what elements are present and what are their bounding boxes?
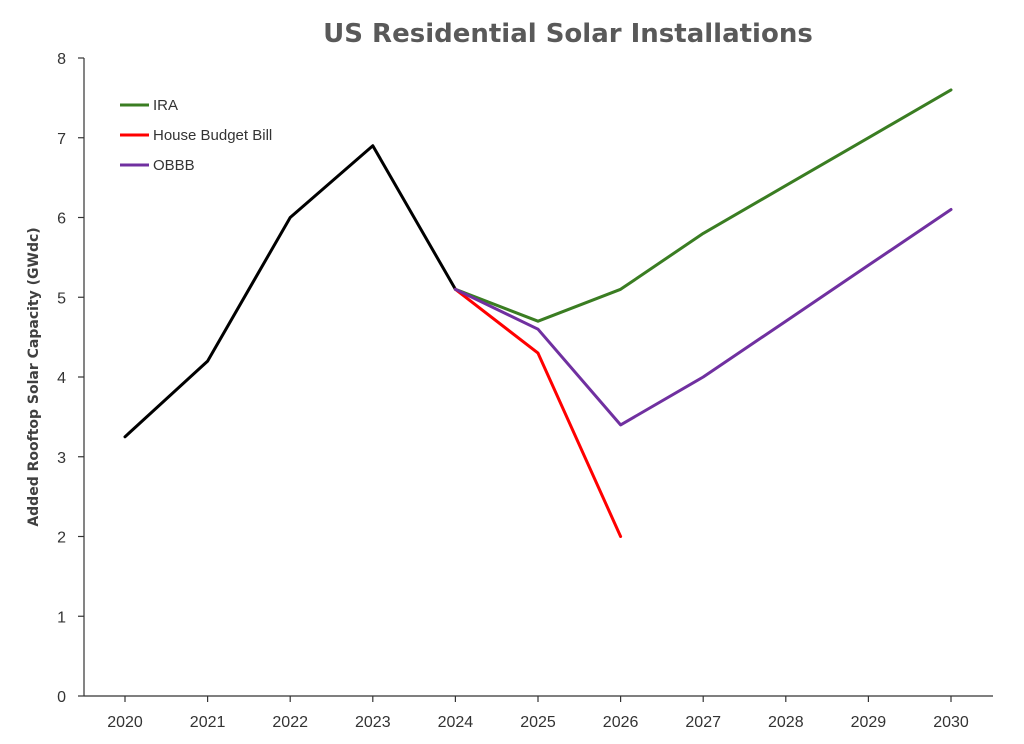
x-tick-label: 2029: [851, 714, 887, 731]
series-line-house-budget-bill: [453, 287, 623, 538]
y-tick-label: 2: [57, 530, 66, 547]
series-line-ira: [453, 88, 953, 323]
y-tick-label: 4: [57, 370, 66, 387]
x-tick-label: 2021: [190, 714, 226, 731]
x-tick-label: 2020: [107, 714, 143, 731]
y-tick-label: 1: [57, 609, 66, 626]
x-tick-label: 2028: [768, 714, 804, 731]
legend: IRA House Budget Bill OBBB: [120, 97, 272, 174]
y-tick-label: 7: [57, 131, 66, 148]
y-tick-label: 8: [57, 51, 66, 68]
chart-title: US Residential Solar Installations: [323, 19, 813, 49]
x-tick-label: 2022: [272, 714, 308, 731]
series-layer: [123, 88, 953, 538]
x-tick-label: 2027: [685, 714, 721, 731]
legend-label-ira: IRA: [153, 97, 178, 114]
series-line-obbb: [453, 208, 953, 427]
series-line-historical: [123, 144, 457, 439]
x-tick-label: 2023: [355, 714, 391, 731]
x-tick-label: 2030: [933, 714, 969, 731]
legend-label-house-budget-bill: House Budget Bill: [153, 127, 272, 144]
y-tick-label: 0: [57, 689, 66, 706]
y-tick-label: 3: [57, 450, 66, 467]
x-tick-label: 2025: [520, 714, 556, 731]
y-axis-label: Added Rooftop Solar Capacity (GWdc): [26, 227, 42, 526]
y-tick-label: 6: [57, 211, 66, 228]
y-ticks: 0 1 2 3 4 5 6 7 8: [57, 51, 84, 706]
x-tick-label: 2026: [603, 714, 639, 731]
x-tick-label: 2024: [438, 714, 474, 731]
legend-label-obbb: OBBB: [153, 157, 195, 174]
y-tick-label: 5: [57, 290, 66, 307]
x-ticks: 2020 2021 2022 2023 2024 2025 2026 2027 2028 2029…: [107, 696, 969, 731]
